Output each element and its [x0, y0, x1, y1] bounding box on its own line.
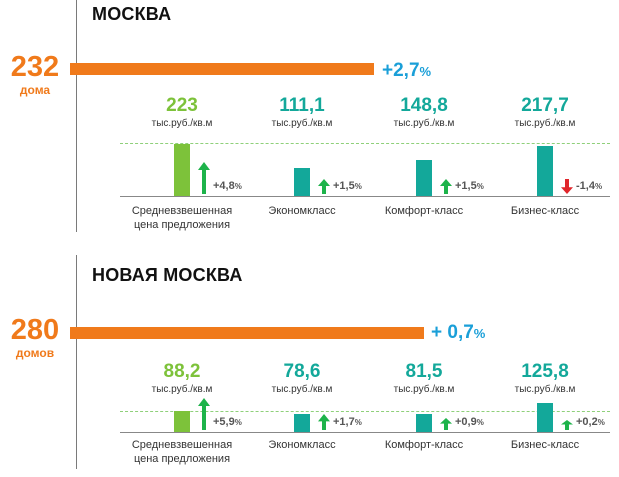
panel-title: МОСКВА — [92, 4, 172, 24]
category-value-block: 125,8 тыс.руб./кв.м — [485, 362, 605, 395]
arrow-down-icon — [561, 179, 573, 194]
arrow-up-icon — [318, 413, 330, 430]
category-unit: тыс.руб./кв.м — [514, 384, 576, 395]
divider-line — [76, 255, 77, 469]
category-value-block: 111,1 тыс.руб./кв.м — [242, 96, 362, 129]
category-unit: тыс.руб./кв.м — [393, 118, 455, 129]
category-bar — [537, 146, 553, 196]
category-value: 81,5 — [405, 361, 443, 382]
houses-count: 232 дома — [0, 51, 70, 97]
growth-percent: + 0,7% — [431, 322, 486, 343]
category-bar — [294, 168, 310, 196]
arrow-up-icon — [440, 417, 452, 430]
category-bar — [294, 414, 310, 432]
change-percent: +5,9% — [213, 416, 242, 428]
category-value: 148,8 — [400, 95, 448, 116]
category-bar — [174, 411, 190, 432]
arrow-up-icon — [318, 178, 330, 194]
category-value: 88,2 — [163, 361, 201, 382]
category-value-block: 223 тыс.руб./кв.м — [122, 96, 242, 129]
category-bar — [416, 414, 432, 432]
houses-unit: домов — [15, 346, 55, 360]
baseline — [120, 432, 610, 433]
growth-bar — [70, 63, 374, 75]
category-value-block: 88,2 тыс.руб./кв.м — [122, 362, 242, 395]
houses-number: 232 — [10, 51, 60, 83]
category-unit: тыс.руб./кв.м — [393, 384, 455, 395]
category-value: 111,1 — [279, 95, 325, 116]
growth-percent: +2,7% — [382, 60, 432, 81]
arrow-up-icon — [440, 178, 452, 194]
growth-bar — [70, 327, 424, 339]
category-bar — [174, 144, 190, 196]
change-percent: -1,4% — [576, 180, 603, 192]
change-percent: +0,9% — [455, 416, 484, 428]
category-value-block: 78,6 тыс.руб./кв.м — [242, 362, 362, 395]
houses-unit: дома — [19, 83, 51, 97]
panel-title: НОВАЯ МОСКВА — [92, 265, 243, 285]
category-value: 78,6 — [283, 361, 321, 382]
change-percent: +1,5% — [333, 180, 362, 192]
category-value-block: 81,5 тыс.руб./кв.м — [364, 362, 484, 395]
arrow-up-icon — [561, 420, 573, 430]
arrow-up-icon — [198, 398, 210, 430]
category-bar — [416, 160, 432, 196]
category-unit: тыс.руб./кв.м — [151, 118, 213, 129]
houses-number: 280 — [10, 314, 60, 346]
category-value: 217,7 — [521, 95, 569, 116]
change-percent: +4,8% — [213, 180, 242, 192]
category-value-block: 217,7 тыс.руб./кв.м — [485, 96, 605, 129]
reference-line — [120, 411, 610, 412]
change-percent: +1,5% — [455, 180, 484, 192]
arrow-up-icon — [198, 162, 210, 194]
category-value: 223 — [166, 95, 198, 116]
category-value-block: 148,8 тыс.руб./кв.м — [364, 96, 484, 129]
houses-count: 280 домов — [0, 314, 70, 360]
category-unit: тыс.руб./кв.м — [514, 118, 576, 129]
reference-line — [120, 143, 610, 144]
category-bar — [537, 403, 553, 432]
divider-line — [76, 0, 77, 232]
category-value: 125,8 — [521, 361, 569, 382]
category-unit: тыс.руб./кв.м — [151, 384, 213, 395]
category-unit: тыс.руб./кв.м — [271, 384, 333, 395]
change-percent: +1,7% — [333, 416, 362, 428]
category-unit: тыс.руб./кв.м — [271, 118, 333, 129]
baseline — [120, 196, 610, 197]
change-percent: +0,2% — [576, 416, 605, 428]
